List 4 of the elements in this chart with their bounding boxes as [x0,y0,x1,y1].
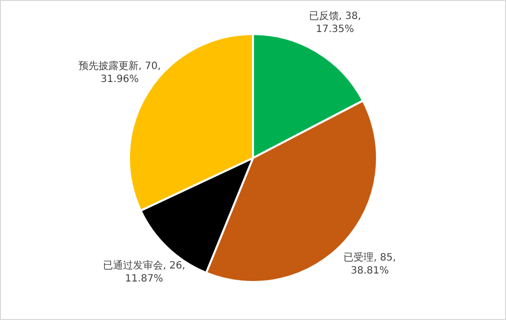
slice-label: 预先披露更新, 70, 31.96% [78,60,161,86]
slice-label: 已受理, 85, 38.81% [344,251,396,276]
slice-label: 已通过发审会, 26, 11.87% [102,259,186,284]
slice-label: 已反馈, 38, 17.35% [308,10,362,35]
